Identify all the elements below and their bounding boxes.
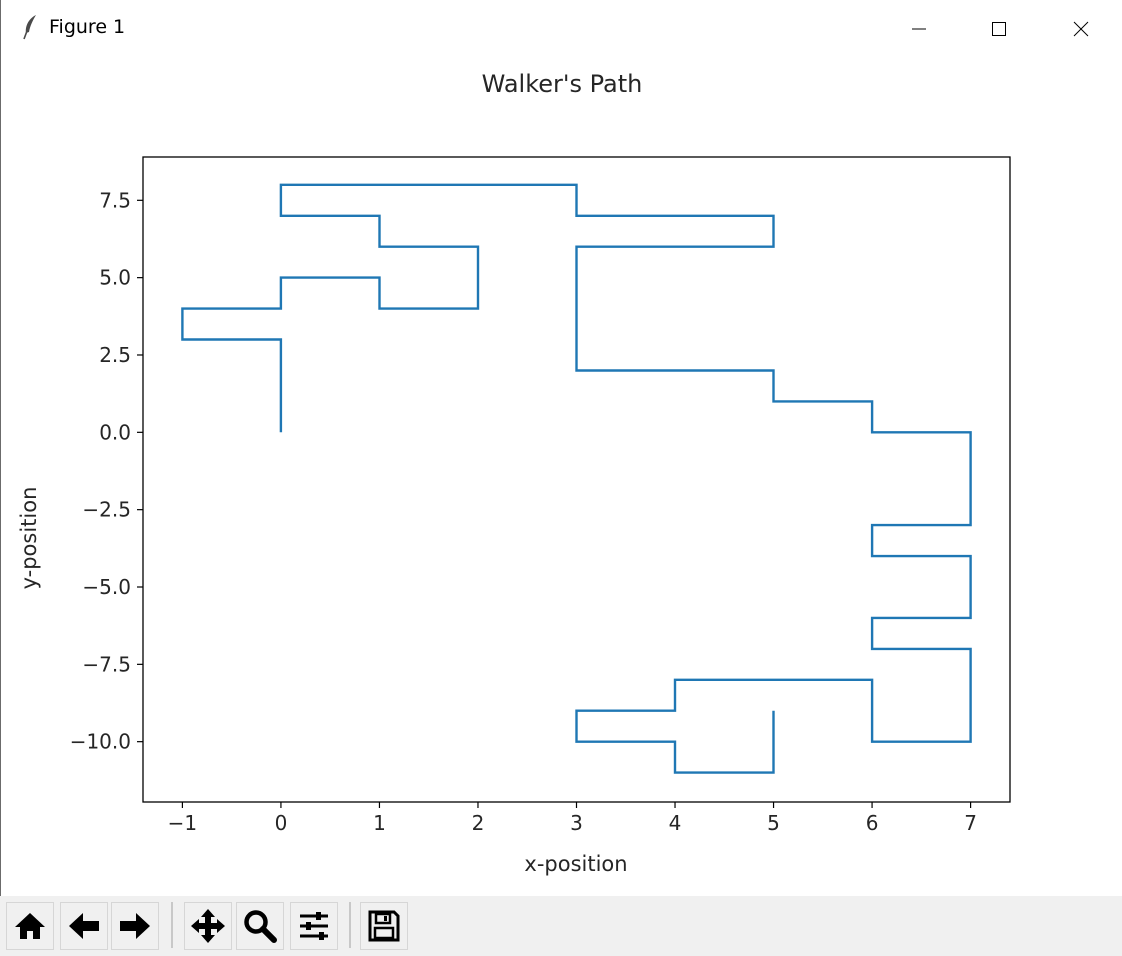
axis-ticks: −1 0 1 2 3 4 5 6 7 7.5 5.0 2.5 0.0 −2.5 −5.0 −7.5 −10.0	[70, 188, 977, 835]
x-tick-label: 7	[964, 811, 977, 835]
x-tick-label: 4	[669, 811, 682, 835]
window-border	[0, 0, 1, 896]
arrow-left-icon	[69, 913, 99, 939]
y-tick-label: −7.5	[82, 652, 131, 676]
window-title: Figure 1	[49, 16, 126, 38]
arrow-right-icon	[120, 913, 150, 939]
y-tick-label: 5.0	[99, 266, 131, 290]
series-line-walker-path	[181, 183, 972, 774]
toolbar-separator	[349, 902, 351, 948]
home-button[interactable]	[6, 902, 54, 950]
y-tick-label: −10.0	[70, 730, 131, 754]
x-tick-label: 2	[472, 811, 485, 835]
x-axis-label: x-position	[524, 852, 627, 876]
pan-button[interactable]	[184, 902, 232, 950]
floppy-disk-icon	[368, 910, 400, 942]
y-axis-label: y-position	[17, 487, 41, 590]
y-tick-label: 7.5	[99, 188, 131, 212]
window-titlebar: Figure 1	[0, 0, 1122, 58]
close-icon	[1073, 21, 1089, 37]
configure-subplots-button[interactable]	[290, 902, 338, 950]
y-tick-label: −5.0	[82, 575, 131, 599]
chart-title: Walker's Path	[482, 70, 643, 98]
maximize-button[interactable]	[984, 14, 1014, 44]
y-tick-label: 2.5	[99, 343, 131, 367]
x-tick-label: 6	[866, 811, 879, 835]
save-button[interactable]	[360, 902, 408, 950]
y-tick-label: −2.5	[82, 498, 131, 522]
magnifier-icon	[244, 910, 277, 943]
minimize-button[interactable]	[904, 14, 934, 44]
close-button[interactable]	[1066, 14, 1096, 44]
zoom-button[interactable]	[236, 902, 284, 950]
sliders-icon	[300, 912, 328, 940]
forward-button[interactable]	[111, 902, 159, 950]
maximize-icon	[992, 22, 1006, 36]
x-tick-label: 0	[275, 811, 288, 835]
back-button[interactable]	[60, 902, 108, 950]
move-icon	[191, 909, 225, 943]
feather-icon	[23, 15, 36, 40]
toolbar-separator	[171, 902, 173, 948]
home-icon	[15, 913, 45, 939]
chart: Walker's Path −1 0 1 2 3 4 5 6 7 7.5 5.0 2.5 0.0 −2.5…	[17, 70, 1011, 876]
minimize-icon	[912, 28, 926, 30]
navigation-toolbar	[0, 896, 1122, 956]
x-tick-label: 1	[373, 811, 386, 835]
x-tick-label: −1	[168, 811, 197, 835]
y-tick-label: 0.0	[99, 420, 131, 444]
x-tick-label: 5	[767, 811, 780, 835]
x-tick-label: 3	[570, 811, 583, 835]
